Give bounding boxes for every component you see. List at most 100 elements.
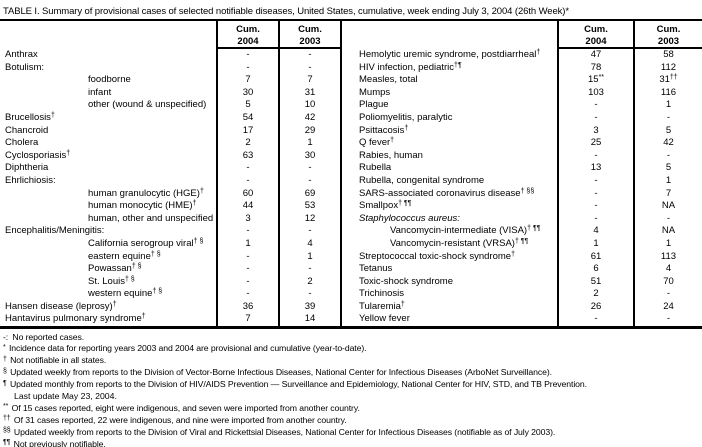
count-cell: 1 bbox=[665, 99, 672, 111]
count-cell: - bbox=[308, 49, 312, 60]
count-cell: - bbox=[246, 275, 250, 287]
disease-label: Poliomyelitis, paralytic bbox=[359, 111, 453, 123]
left-cum-2003-column: Cum. 2003 - -7 31 10 42 29 1 30- -69 53 12-4 1-2-39… bbox=[278, 21, 342, 327]
count-cell: 3 bbox=[593, 124, 599, 136]
count-cell: - bbox=[246, 174, 250, 186]
footnote-marker-sup: † §§ bbox=[520, 187, 535, 195]
count-cell: 4 bbox=[665, 263, 672, 275]
count-cell: 5 bbox=[245, 99, 251, 111]
count-cell: 60 bbox=[242, 187, 254, 199]
footnote-marker-sup: † ¶¶ bbox=[527, 225, 541, 233]
count-cell: 63 bbox=[242, 149, 254, 161]
disease-label: Streptococcal toxic-shock syndrome† bbox=[359, 250, 515, 262]
footnote-marker-sup: † bbox=[141, 313, 146, 321]
count-cell: 5 bbox=[665, 162, 672, 174]
count-cell: 69 bbox=[304, 187, 316, 199]
count-cell: - bbox=[308, 288, 312, 300]
disease-label: Staphylococcus aureus: bbox=[359, 212, 460, 224]
count-cell: 31 bbox=[304, 86, 316, 98]
footnote-marker-sup: † § bbox=[152, 288, 163, 296]
count-cell: 42 bbox=[304, 111, 316, 123]
disease-label: Mumps bbox=[359, 86, 391, 98]
disease-label: California serogroup viral† § bbox=[88, 237, 204, 249]
disease-label: Vancomycin-resistant (VRSA)† ¶¶ bbox=[390, 237, 529, 249]
disease-label: Chancroid bbox=[5, 124, 49, 136]
footnote: §§ Updated weekly from reports to the Di… bbox=[3, 426, 556, 437]
right-cum-2004-column: Cum. 2004 47 78 15** 103- -3 25-13- - - -4 1 61 6 51… bbox=[557, 21, 633, 327]
count-cell: 31†† bbox=[659, 74, 678, 86]
footnote-marker-sup: † bbox=[536, 49, 541, 56]
left-cum-2004-header: Cum. 2004 bbox=[218, 21, 278, 49]
count-cell: 70 bbox=[663, 275, 674, 287]
count-cell: 2 bbox=[245, 137, 251, 149]
footnote-marker-sup: ** bbox=[598, 74, 605, 82]
count-cell: 24 bbox=[663, 300, 674, 312]
table-bottom-rule bbox=[0, 326, 702, 329]
count-cell: 2 bbox=[593, 288, 599, 300]
count-cell: 1 bbox=[665, 237, 672, 249]
disease-label: Hansen disease (leprosy)† bbox=[5, 300, 117, 312]
footnote-marker-sup: † bbox=[199, 187, 204, 195]
right-cum-2003-column: Cum. 2003 58 112 31†† 116 1-5 42-5 1 7 NA - NA 1 113… bbox=[633, 21, 702, 327]
disease-label: Rubella, congenital syndrome bbox=[359, 174, 485, 186]
count-cell: 13 bbox=[590, 162, 602, 174]
footnote-marker-sup: † bbox=[404, 124, 409, 132]
footnote-marker-sup: † bbox=[3, 355, 7, 363]
footnote-marker-sup: ¶ bbox=[3, 379, 7, 387]
disease-label: Hantavirus pulmonary syndrome† bbox=[5, 313, 146, 325]
footnote: § Updated weekly from reports to the Div… bbox=[3, 367, 552, 378]
right-cum-2004-header: Cum. 2004 bbox=[559, 21, 633, 49]
footnote-marker-sup: † bbox=[390, 137, 395, 145]
count-cell: 103 bbox=[588, 86, 604, 98]
count-cell: - bbox=[246, 61, 250, 73]
disease-label: Cholera bbox=[5, 137, 39, 149]
footnote: ¶¶ Not previously notifiable. bbox=[3, 438, 106, 447]
count-cell: 25 bbox=[590, 137, 602, 149]
disease-label: St. Louis† § bbox=[88, 275, 135, 287]
disease-label: Hemolytic uremic syndrome, postdiarrheal… bbox=[359, 49, 541, 60]
disease-label: Yellow fever bbox=[359, 313, 410, 325]
disease-label: human granulocytic (HGE)† bbox=[88, 187, 204, 199]
footnote-marker-sup: †† bbox=[669, 74, 678, 82]
year-2003-label: 2003 bbox=[299, 35, 321, 47]
count-cell: 29 bbox=[304, 124, 316, 136]
count-cell: - bbox=[308, 61, 312, 73]
count-cell: 10 bbox=[304, 99, 316, 111]
count-cell: 7 bbox=[307, 74, 313, 86]
footnote: ** Of 15 cases reported, eight were indi… bbox=[3, 402, 360, 413]
disease-label: Vancomycin-intermediate (VISA)† ¶¶ bbox=[390, 225, 541, 237]
footnote-marker-sup: ¶¶ bbox=[3, 439, 11, 447]
count-cell: 7 bbox=[245, 313, 251, 325]
cum-label: Cum. bbox=[584, 24, 608, 35]
count-cell: 5 bbox=[665, 124, 672, 136]
count-cell: 53 bbox=[304, 200, 316, 212]
count-cell: - bbox=[246, 263, 250, 275]
count-cell: NA bbox=[661, 225, 676, 237]
footnote-marker-sup: † bbox=[192, 200, 197, 208]
disease-label: western equine† § bbox=[88, 288, 163, 300]
footnote-marker-sup: † bbox=[511, 250, 515, 258]
disease-label: Brucellosis† bbox=[5, 111, 55, 123]
footnote-marker-sup: † bbox=[66, 149, 71, 157]
count-cell: 51 bbox=[590, 275, 602, 287]
disease-label: Powassan† § bbox=[88, 263, 142, 275]
count-cell: - bbox=[594, 111, 598, 123]
footnote-marker-sup: † § bbox=[150, 250, 161, 258]
count-cell: 61 bbox=[590, 250, 602, 262]
count-cell: 1 bbox=[665, 174, 672, 186]
footnote-marker-sup: †¶ bbox=[454, 61, 462, 69]
count-cell: 1 bbox=[307, 250, 313, 262]
count-cell: - bbox=[594, 174, 598, 186]
disease-label: HIV infection, pediatric†¶ bbox=[359, 61, 462, 73]
footnote: * Incidence data for reporting years 200… bbox=[3, 343, 367, 354]
disease-label: Encephalitis/Meningitis: bbox=[5, 225, 105, 237]
footnote: ¶ Updated monthly from reports to the Di… bbox=[3, 379, 587, 390]
disease-label: human monocytic (HME)† bbox=[88, 200, 197, 212]
count-cell: - bbox=[246, 225, 250, 237]
count-cell: - bbox=[594, 313, 598, 325]
count-cell: - bbox=[308, 174, 312, 186]
footnote-marker-sup: † ¶¶ bbox=[514, 237, 529, 245]
year-2004-label: 2004 bbox=[585, 35, 607, 47]
footnote-continuation: Last update May 23, 2004. bbox=[14, 391, 117, 402]
